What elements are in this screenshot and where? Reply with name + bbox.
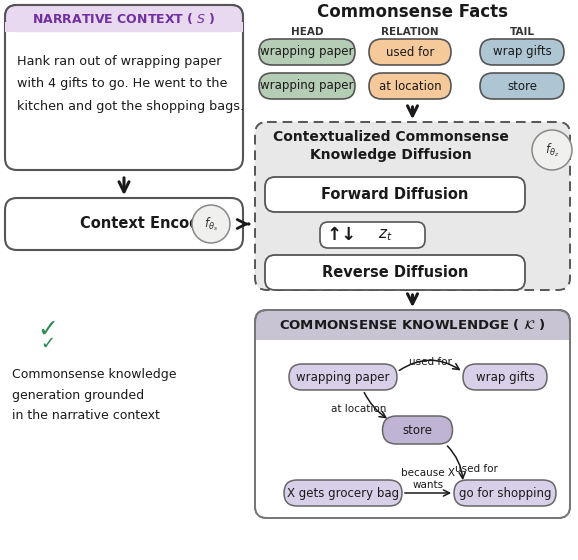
Text: $f_{\theta_s}$: $f_{\theta_s}$ — [204, 215, 218, 233]
Text: wrapping paper: wrapping paper — [260, 45, 354, 58]
Text: store: store — [507, 80, 537, 92]
FancyBboxPatch shape — [255, 122, 570, 290]
FancyBboxPatch shape — [5, 5, 243, 31]
FancyBboxPatch shape — [369, 73, 451, 99]
Text: NARRATIVE CONTEXT ( $S$ ): NARRATIVE CONTEXT ( $S$ ) — [32, 11, 216, 26]
FancyBboxPatch shape — [480, 73, 564, 99]
FancyBboxPatch shape — [284, 480, 402, 506]
Text: go for shopping: go for shopping — [459, 487, 551, 500]
Text: used for: used for — [455, 464, 498, 474]
FancyBboxPatch shape — [265, 177, 525, 212]
Text: wrapping paper: wrapping paper — [297, 371, 390, 384]
FancyBboxPatch shape — [5, 198, 243, 250]
Circle shape — [192, 205, 230, 243]
Text: ✓: ✓ — [40, 335, 55, 353]
Text: because X
wants: because X wants — [401, 468, 455, 490]
FancyBboxPatch shape — [259, 39, 355, 65]
FancyBboxPatch shape — [5, 22, 243, 32]
FancyBboxPatch shape — [5, 5, 243, 170]
FancyBboxPatch shape — [289, 364, 397, 390]
FancyBboxPatch shape — [256, 340, 569, 517]
Text: TAIL: TAIL — [509, 27, 535, 37]
FancyBboxPatch shape — [369, 39, 451, 65]
FancyBboxPatch shape — [480, 39, 564, 65]
Text: $f_{\theta_z}$: $f_{\theta_z}$ — [545, 141, 559, 159]
Text: at location: at location — [379, 80, 442, 92]
Text: Hank ran out of wrapping paper
with 4 gifts to go. He went to the
kitchen and go: Hank ran out of wrapping paper with 4 gi… — [17, 55, 244, 113]
FancyBboxPatch shape — [383, 416, 453, 444]
Text: used for: used for — [386, 45, 434, 58]
FancyBboxPatch shape — [255, 310, 570, 518]
Text: X gets grocery bag: X gets grocery bag — [287, 487, 399, 500]
Text: HEAD: HEAD — [291, 27, 323, 37]
FancyBboxPatch shape — [454, 480, 556, 506]
Text: Reverse Diffusion: Reverse Diffusion — [322, 265, 468, 280]
Text: Contextualized Commonsense
Knowledge Diffusion: Contextualized Commonsense Knowledge Dif… — [273, 129, 509, 162]
Text: Commonsense Facts: Commonsense Facts — [317, 3, 508, 21]
Text: Context Encoder: Context Encoder — [80, 217, 217, 231]
Text: wrap gifts: wrap gifts — [476, 371, 535, 384]
Text: wrapping paper: wrapping paper — [260, 80, 354, 92]
Text: at location: at location — [331, 404, 386, 414]
Text: used for: used for — [409, 357, 451, 367]
Text: $z_t$: $z_t$ — [378, 227, 392, 243]
FancyBboxPatch shape — [259, 73, 355, 99]
Text: COMMONSENSE KNOWLENDGE ( $\mathcal{K}$ ): COMMONSENSE KNOWLENDGE ( $\mathcal{K}$ ) — [279, 318, 546, 333]
FancyBboxPatch shape — [463, 364, 547, 390]
Text: Forward Diffusion: Forward Diffusion — [321, 187, 469, 202]
Text: store: store — [402, 423, 432, 436]
Text: RELATION: RELATION — [381, 27, 439, 37]
Text: wrap gifts: wrap gifts — [492, 45, 551, 58]
Circle shape — [532, 130, 572, 170]
Text: ↑↓: ↑↓ — [327, 226, 357, 244]
FancyBboxPatch shape — [265, 255, 525, 290]
Text: Commonsense knowledge
generation grounded
in the narrative context: Commonsense knowledge generation grounde… — [12, 368, 176, 422]
Text: ✓: ✓ — [38, 318, 58, 342]
FancyBboxPatch shape — [320, 222, 425, 248]
